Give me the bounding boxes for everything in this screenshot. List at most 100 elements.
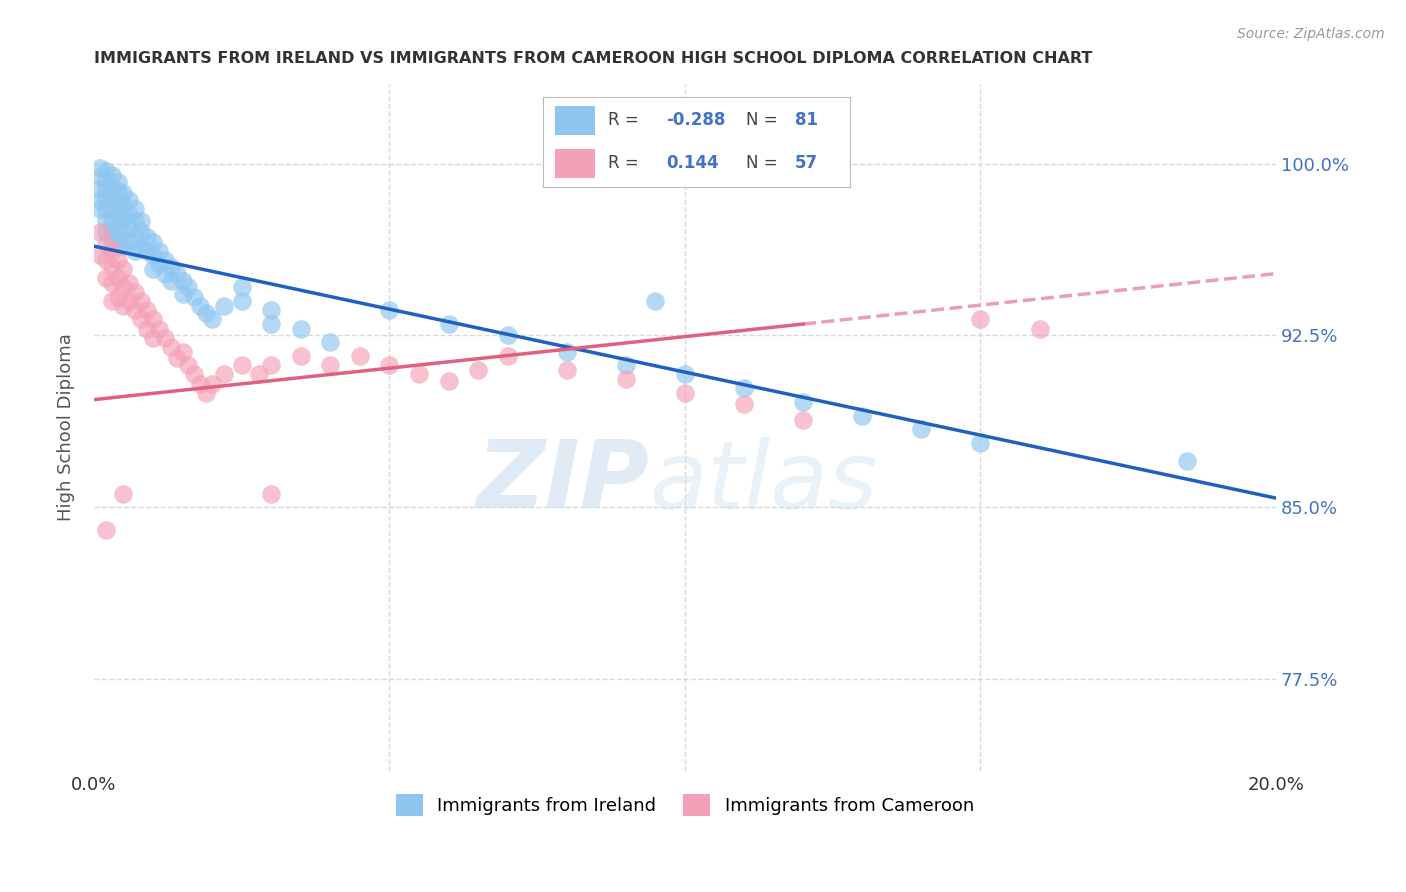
Point <box>673 368 696 382</box>
Point <box>201 312 224 326</box>
Point <box>129 294 152 309</box>
Point <box>166 351 188 366</box>
Point <box>112 239 135 253</box>
Point <box>124 202 146 217</box>
Point <box>792 395 814 409</box>
Point <box>129 214 152 228</box>
Point <box>260 303 283 318</box>
Point <box>89 170 111 185</box>
Point <box>467 363 489 377</box>
Point <box>118 194 141 208</box>
Point <box>118 294 141 309</box>
Point <box>188 376 211 391</box>
Point <box>437 317 460 331</box>
Point <box>159 260 181 274</box>
Point <box>94 271 117 285</box>
Text: IMMIGRANTS FROM IRELAND VS IMMIGRANTS FROM CAMEROON HIGH SCHOOL DIPLOMA CORRELAT: IMMIGRANTS FROM IRELAND VS IMMIGRANTS FR… <box>94 51 1092 66</box>
Point <box>112 186 135 201</box>
Point <box>94 191 117 205</box>
Point <box>129 312 152 326</box>
Point <box>118 235 141 249</box>
Point <box>378 358 401 372</box>
Point <box>94 252 117 267</box>
Point <box>124 285 146 299</box>
Point <box>177 280 200 294</box>
Legend: Immigrants from Ireland, Immigrants from Cameroon: Immigrants from Ireland, Immigrants from… <box>388 787 981 823</box>
Point <box>118 220 141 235</box>
Point <box>124 230 146 244</box>
Point <box>107 289 129 303</box>
Point <box>94 182 117 196</box>
Point <box>107 194 129 208</box>
Point <box>231 280 253 294</box>
Point <box>100 260 122 274</box>
Point <box>142 235 165 249</box>
Point <box>496 349 519 363</box>
Point <box>614 358 637 372</box>
Point <box>100 244 122 258</box>
Point <box>112 262 135 277</box>
Point <box>172 273 194 287</box>
Point <box>129 226 152 240</box>
Point <box>319 335 342 350</box>
Point <box>107 207 129 221</box>
Point <box>166 267 188 281</box>
Point <box>124 244 146 258</box>
Point <box>148 257 170 271</box>
Point <box>94 202 117 217</box>
Point <box>231 294 253 309</box>
Point <box>290 321 312 335</box>
Point <box>1175 454 1198 468</box>
Point <box>142 312 165 326</box>
Point <box>142 248 165 262</box>
Point <box>555 363 578 377</box>
Point <box>183 289 205 303</box>
Point <box>319 358 342 372</box>
Point <box>94 226 117 240</box>
Text: atlas: atlas <box>650 436 877 527</box>
Point <box>172 287 194 301</box>
Point <box>1028 321 1050 335</box>
Point <box>378 303 401 318</box>
Point <box>195 385 218 400</box>
Point <box>201 376 224 391</box>
Point <box>159 273 181 287</box>
Point <box>118 207 141 221</box>
Point <box>260 486 283 500</box>
Point <box>100 191 122 205</box>
Point <box>89 248 111 262</box>
Point <box>112 226 135 240</box>
Point <box>969 436 991 450</box>
Point <box>94 172 117 186</box>
Point <box>260 358 283 372</box>
Text: Source: ZipAtlas.com: Source: ZipAtlas.com <box>1237 27 1385 41</box>
Point <box>290 349 312 363</box>
Point <box>112 299 135 313</box>
Point <box>183 368 205 382</box>
Point <box>107 252 129 267</box>
Point <box>673 385 696 400</box>
Point <box>112 198 135 212</box>
Point <box>188 299 211 313</box>
Point <box>437 374 460 388</box>
Point <box>260 317 283 331</box>
Point <box>910 422 932 436</box>
Point <box>1175 787 1198 801</box>
Point <box>136 244 159 258</box>
Point <box>142 262 165 277</box>
Point <box>107 220 129 235</box>
Point <box>148 244 170 258</box>
Point <box>89 202 111 217</box>
Point <box>153 331 176 345</box>
Point <box>212 368 235 382</box>
Point <box>792 413 814 427</box>
Point <box>136 321 159 335</box>
Point <box>349 349 371 363</box>
Point <box>89 182 111 196</box>
Point <box>89 161 111 176</box>
Point <box>112 211 135 226</box>
Point <box>100 214 122 228</box>
Point <box>733 397 755 411</box>
Point <box>100 236 122 251</box>
Point <box>94 163 117 178</box>
